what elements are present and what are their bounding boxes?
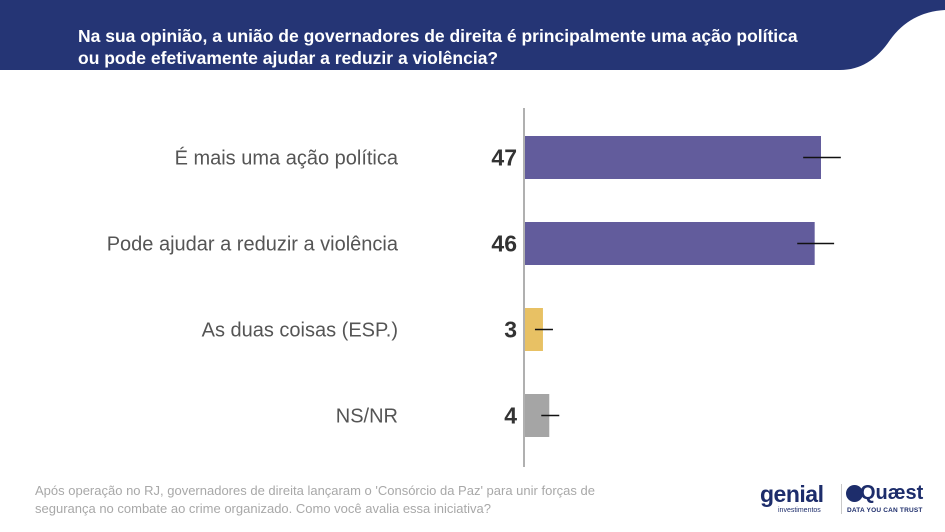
bars-group: É mais uma ação política 47 Pode ajudar a …: [107, 136, 841, 437]
value-label-2: 3: [504, 317, 517, 343]
category-label-1: Pode ajudar a reduzir a violência: [107, 234, 399, 256]
chart-question-title: Na sua opinião, a união de governadores …: [78, 26, 798, 68]
footnote-text: Após operação no RJ, governadores de dir…: [35, 483, 595, 516]
value-label-0: 47: [491, 145, 517, 171]
genial-logo-word: genial: [760, 481, 824, 507]
category-label-3: NS/NR: [336, 406, 398, 428]
value-label-3: 4: [504, 403, 517, 429]
logo-divider: [841, 484, 842, 514]
quaest-logo: Quæst DATA YOU CAN TRUST: [846, 482, 941, 515]
category-label-2: As duas coisas (ESP.): [202, 320, 398, 342]
quaest-logo-mark: [846, 485, 863, 502]
header-shape: [0, 0, 945, 70]
value-label-1: 46: [491, 231, 517, 257]
bar-chart: É mais uma ação política 47 Pode ajudar a …: [107, 108, 841, 467]
genial-logo-sub: investimentos: [778, 507, 821, 514]
quaest-logo-sub: DATA YOU CAN TRUST: [847, 507, 923, 514]
category-label-0: É mais uma ação política: [175, 147, 399, 170]
bar-2: [524, 308, 543, 351]
quaest-logo-word: Quæst: [860, 482, 924, 504]
genial-logo: genial investimentos: [760, 481, 840, 515]
bar-1: [524, 222, 815, 265]
bar-0: [524, 136, 821, 179]
header-banner: Na sua opinião, a união de governadores …: [0, 0, 945, 72]
